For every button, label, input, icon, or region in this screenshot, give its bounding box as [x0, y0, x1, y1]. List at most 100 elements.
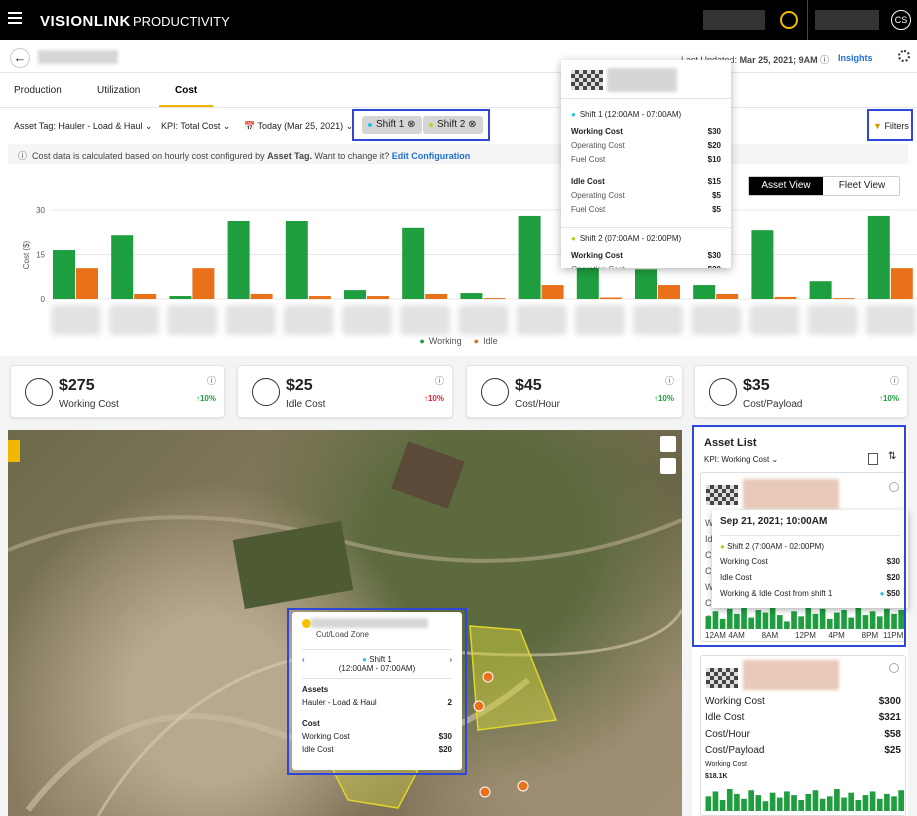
- tooltip-value: $15: [707, 177, 721, 186]
- shift-chip[interactable]: Shift 1 ⊗: [362, 116, 422, 134]
- asset-marker[interactable]: [473, 700, 485, 712]
- bar: [344, 290, 366, 299]
- asset-card[interactable]: Working Cost $300 Idle Cost $321 Cost/Hour $5…: [700, 655, 906, 816]
- spark-bar: [841, 610, 847, 629]
- sparkline: [705, 789, 904, 811]
- asset-marker[interactable]: [482, 671, 494, 683]
- tooltip-value: $5: [712, 191, 721, 200]
- insights-link[interactable]: Insights: [838, 53, 873, 63]
- kpi-label: KPI: Working Cost: [704, 455, 770, 464]
- category-label-blur: [342, 305, 392, 335]
- filters-label: Filters: [884, 121, 909, 131]
- legend-swatch: ●: [419, 336, 425, 346]
- brand: VISIONLINK: [40, 13, 131, 30]
- kpi-label: Cost/Payload: [743, 399, 803, 410]
- kpi-filter[interactable]: KPI: Total Cost ⌄: [161, 121, 231, 131]
- field: [391, 441, 465, 509]
- spark-bar: [762, 801, 769, 811]
- legend-label: Idle: [483, 336, 498, 346]
- tooltip-value: $20: [708, 265, 721, 268]
- legend-item: ● Working: [419, 336, 461, 346]
- info-link[interactable]: Edit Configuration: [391, 151, 471, 161]
- popup-label: Hauler - Load & Haul: [302, 698, 377, 707]
- tooltip-label: Operating Cost: [571, 265, 625, 268]
- select-radio[interactable]: [889, 482, 899, 492]
- panel-toggle[interactable]: [8, 440, 20, 462]
- tab[interactable]: Cost: [175, 85, 198, 96]
- kpi-icon: [481, 378, 509, 406]
- category-label-blur: [109, 305, 160, 335]
- time-label: 12PM: [795, 631, 816, 640]
- asset-tag-filter[interactable]: Asset Tag: Hauler - Load & Haul ⌄: [14, 121, 153, 131]
- spark-bar: [898, 610, 904, 629]
- tooltip-value: $30: [707, 127, 721, 136]
- legend-swatch: ●: [473, 336, 480, 346]
- popup-value: 2: [447, 698, 452, 707]
- toggle-button[interactable]: Asset View: [749, 177, 823, 195]
- back-button[interactable]: ←: [10, 48, 30, 68]
- metric-value: $300: [878, 696, 901, 707]
- shift-dot: ●: [571, 110, 576, 119]
- category-label-blur: [691, 305, 742, 335]
- tab-underline: [159, 105, 213, 107]
- tab[interactable]: Utilization: [97, 85, 141, 96]
- category-label-blur: [51, 305, 101, 335]
- asset-list-title: Asset List: [704, 437, 757, 449]
- asset-list-kpi[interactable]: KPI: Working Cost ⌄: [704, 455, 779, 464]
- spark-bar: [719, 800, 726, 811]
- spark-bar: [726, 608, 733, 629]
- tooltip-label: Idle Cost: [571, 177, 605, 186]
- export-button[interactable]: [868, 453, 878, 465]
- tooltip-shift: Shift 2 (7:00AM - 02:00PM): [727, 542, 825, 551]
- popup-heading: Cost: [302, 719, 320, 728]
- popup-label: Idle Cost: [302, 745, 334, 754]
- bar: [635, 269, 657, 299]
- tab[interactable]: Production: [14, 85, 62, 96]
- zone-polygon[interactable]: [469, 625, 558, 731]
- asset-icon: [706, 485, 738, 505]
- measure-button[interactable]: [660, 458, 676, 474]
- spark-bar: [719, 618, 726, 629]
- shift-chip[interactable]: Shift 2 ⊗: [423, 116, 483, 134]
- spark-bar: [769, 792, 776, 811]
- divider: [0, 72, 917, 73]
- next-button[interactable]: ›: [449, 655, 452, 664]
- spacer: [571, 169, 721, 177]
- asset-marker[interactable]: [517, 780, 529, 792]
- spark-bar: [834, 612, 840, 629]
- chip-label: Shift 2: [437, 119, 466, 130]
- kpi-label: Idle Cost: [286, 399, 326, 410]
- bar: [111, 235, 134, 299]
- settings-icon[interactable]: [898, 50, 910, 62]
- shift-dot: ●: [571, 234, 576, 243]
- sort-button[interactable]: ⇅: [888, 451, 897, 462]
- date-filter[interactable]: 📅 Today (Mar 25, 2021) ⌄: [244, 121, 354, 131]
- spark-bar: [762, 612, 769, 629]
- user-avatar[interactable]: CS: [891, 10, 911, 30]
- prev-button[interactable]: ‹: [302, 655, 305, 664]
- spark-bar: [798, 800, 804, 811]
- asset-icon: [571, 70, 603, 90]
- menu-icon[interactable]: [8, 12, 22, 14]
- bar: [809, 281, 832, 299]
- asset-marker[interactable]: [479, 786, 491, 798]
- blurred-name: [743, 479, 839, 509]
- time-label: 8PM: [861, 631, 879, 640]
- chart: Cost ($) 0 15 30: [22, 206, 917, 335]
- select-radio[interactable]: [889, 663, 899, 673]
- bar: [53, 250, 75, 299]
- bar: [890, 268, 913, 299]
- kpi-icon: [25, 378, 53, 406]
- bar: [599, 297, 622, 299]
- kpi-value: $35: [743, 377, 770, 394]
- shift-name: Shift 2 (07:00AM - 02:00PM): [579, 234, 682, 243]
- legend: ● Working ● Idle: [0, 336, 917, 346]
- metric-row: Working Cost $300: [705, 694, 901, 710]
- toggle-button[interactable]: Fleet View: [838, 180, 886, 191]
- info-icon: ⓘ: [664, 376, 674, 386]
- notification-icon[interactable]: [780, 11, 798, 29]
- kpi-icon: [709, 378, 737, 406]
- filters-button[interactable]: ▼ Filters: [873, 121, 909, 131]
- tooltip-label: Idle Cost: [720, 573, 752, 582]
- fullscreen-button[interactable]: [660, 436, 676, 452]
